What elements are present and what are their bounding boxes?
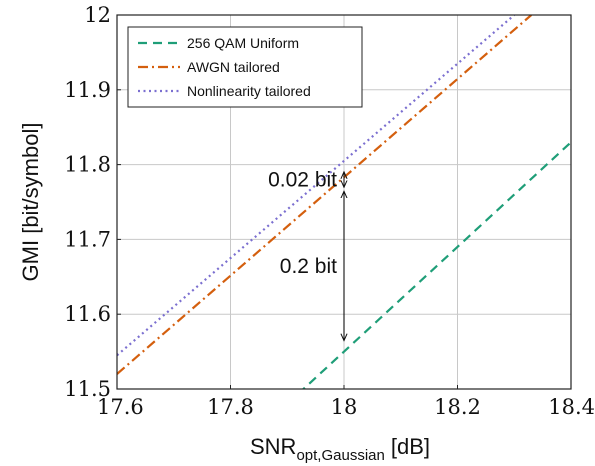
y-tick-label: 11.6 [64, 302, 111, 326]
x-axis-title-subscript: opt,Gaussian [296, 447, 384, 464]
x-axis-title-unit: [dB] [391, 434, 430, 459]
annotations: 0.02 bit 0.2 bit [268, 169, 344, 341]
x-axis-title-main: SNR [250, 434, 296, 459]
x-tick-label: 18.2 [434, 395, 481, 419]
annotation-label: 0.2 bit [280, 255, 337, 278]
x-tick-label: 17.8 [207, 395, 254, 419]
y-tick-label: 11.7 [64, 227, 111, 251]
y-tick-label: 11.9 [64, 78, 111, 102]
x-tick-label: 17.6 [97, 395, 144, 419]
y-tick-label: 11.8 [64, 153, 111, 177]
legend-label: 256 QAM Uniform [187, 35, 299, 51]
plot-frame [116, 14, 572, 390]
x-tick-label: 18 [331, 395, 358, 419]
legend-label: Nonlinearity tailored [187, 83, 311, 99]
annotation-label: 0.02 bit [268, 169, 337, 192]
y-tick-label: 12 [84, 3, 111, 27]
y-tick-labels: 11.5 11.6 11.7 11.8 11.9 12 [64, 3, 111, 401]
x-axis-title: SNRopt,Gaussian [dB] [250, 434, 430, 464]
series-lines [117, 15, 571, 389]
x-tick-labels: 17.6 17.8 18 18.2 18.4 [97, 395, 595, 419]
series-line-256-qam-uniform [301, 141, 571, 389]
series-line-nonlinearity-tailored [117, 15, 516, 357]
legend-label: AWGN tailored [187, 59, 280, 75]
y-tick-label: 11.5 [64, 377, 111, 401]
x-tick-label: 18.4 [548, 395, 595, 419]
y-axis-title: GMI [bit/symbol] [18, 123, 43, 282]
series-line-awgn-tailored [117, 15, 533, 375]
legend: 256 QAM Uniform AWGN tailored Nonlinearity… [127, 26, 363, 108]
